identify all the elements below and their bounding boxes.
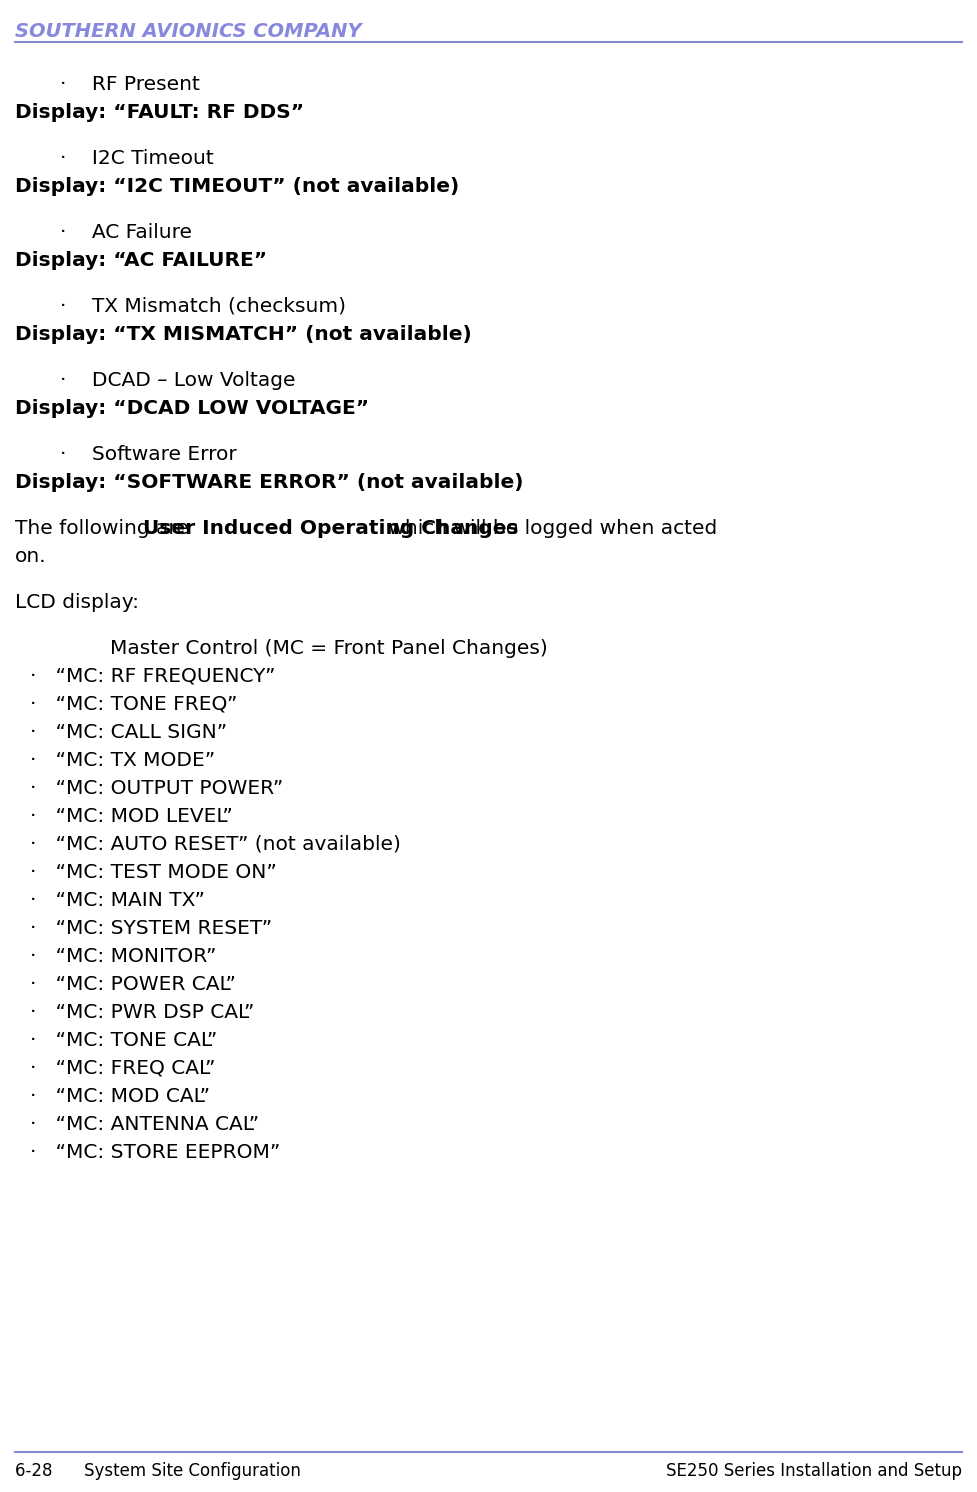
Text: LCD display:: LCD display: (15, 592, 139, 612)
Text: ·   “MC: OUTPUT POWER”: · “MC: OUTPUT POWER” (30, 779, 283, 798)
Text: ·   “MC: TONE FREQ”: · “MC: TONE FREQ” (30, 695, 237, 715)
Text: ·   “MC: MOD LEVEL”: · “MC: MOD LEVEL” (30, 807, 233, 827)
Text: Display: “I2C TIMEOUT” (not available): Display: “I2C TIMEOUT” (not available) (15, 178, 459, 195)
Text: ·   “MC: MAIN TX”: · “MC: MAIN TX” (30, 891, 205, 910)
Text: ·   “MC: PWR DSP CAL”: · “MC: PWR DSP CAL” (30, 1003, 254, 1022)
Text: Display: “TX MISMATCH” (not available): Display: “TX MISMATCH” (not available) (15, 325, 472, 345)
Text: ·   “MC: TONE CAL”: · “MC: TONE CAL” (30, 1031, 217, 1050)
Text: Display: “SOFTWARE ERROR” (not available): Display: “SOFTWARE ERROR” (not available… (15, 473, 524, 492)
Text: ·   “MC: FREQ CAL”: · “MC: FREQ CAL” (30, 1059, 215, 1079)
Text: SOUTHERN AVIONICS COMPANY: SOUTHERN AVIONICS COMPANY (15, 22, 361, 40)
Text: ·    RF Present: · RF Present (60, 75, 200, 94)
Text: Display: “DCAD LOW VOLTAGE”: Display: “DCAD LOW VOLTAGE” (15, 398, 369, 418)
Text: ·    TX Mismatch (checksum): · TX Mismatch (checksum) (60, 297, 346, 316)
Text: ·   “MC: MOD CAL”: · “MC: MOD CAL” (30, 1088, 210, 1106)
Text: SE250 Series Installation and Setup: SE250 Series Installation and Setup (666, 1462, 962, 1480)
Text: ·   “MC: ANTENNA CAL”: · “MC: ANTENNA CAL” (30, 1115, 259, 1134)
Text: Display: “FAULT: RF DDS”: Display: “FAULT: RF DDS” (15, 103, 304, 122)
Text: which will be logged when acted: which will be logged when acted (382, 519, 717, 539)
Text: User Induced Operating Changes: User Induced Operating Changes (143, 519, 519, 539)
Text: Master Control (MC = Front Panel Changes): Master Control (MC = Front Panel Changes… (110, 639, 548, 658)
Text: on.: on. (15, 548, 47, 565)
Text: ·   “MC: TEST MODE ON”: · “MC: TEST MODE ON” (30, 862, 276, 882)
Text: Display: “AC FAILURE”: Display: “AC FAILURE” (15, 251, 267, 270)
Text: 6-28      System Site Configuration: 6-28 System Site Configuration (15, 1462, 301, 1480)
Text: ·    Software Error: · Software Error (60, 445, 236, 464)
Text: ·    DCAD – Low Voltage: · DCAD – Low Voltage (60, 372, 295, 389)
Text: ·   “MC: TX MODE”: · “MC: TX MODE” (30, 750, 215, 770)
Text: ·   “MC: POWER CAL”: · “MC: POWER CAL” (30, 974, 235, 994)
Text: The following are: The following are (15, 519, 195, 539)
Text: ·   “MC: AUTO RESET” (not available): · “MC: AUTO RESET” (not available) (30, 836, 401, 853)
Text: ·   “MC: STORE EEPROM”: · “MC: STORE EEPROM” (30, 1143, 280, 1162)
Text: ·    AC Failure: · AC Failure (60, 222, 192, 242)
Text: ·    I2C Timeout: · I2C Timeout (60, 149, 214, 169)
Text: ·   “MC: CALL SIGN”: · “MC: CALL SIGN” (30, 724, 227, 742)
Text: ·   “MC: MONITOR”: · “MC: MONITOR” (30, 947, 216, 965)
Text: ·   “MC: RF FREQUENCY”: · “MC: RF FREQUENCY” (30, 667, 276, 686)
Text: ·   “MC: SYSTEM RESET”: · “MC: SYSTEM RESET” (30, 919, 273, 938)
